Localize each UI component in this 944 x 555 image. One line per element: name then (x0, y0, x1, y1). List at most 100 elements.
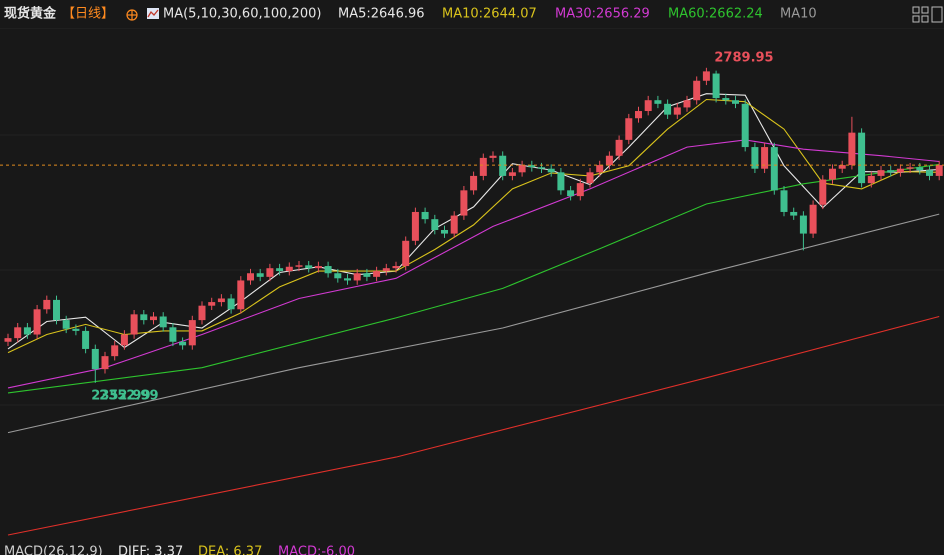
candle-body (188, 320, 196, 346)
candle-body (208, 302, 216, 306)
candle-body (43, 299, 51, 310)
candle-body (382, 268, 390, 272)
candle-body (518, 165, 526, 173)
candle-body (53, 299, 60, 321)
candle-body (266, 268, 274, 277)
candle-body (605, 155, 613, 166)
candle-body (538, 167, 545, 169)
settings-icon[interactable] (126, 9, 138, 21)
candle-body (809, 204, 817, 234)
candle-body (314, 266, 322, 269)
legend-entry: MA30:2656.29 (555, 7, 650, 22)
candle-body (858, 132, 866, 184)
low-label: 2352.99 (91, 388, 150, 403)
candle-body (470, 175, 478, 191)
candle-body (411, 211, 419, 241)
candle-body (702, 71, 710, 81)
candle-body (285, 266, 293, 272)
candle-body (120, 334, 128, 346)
candle-body (256, 273, 264, 277)
legend-entry: MA10 (780, 7, 817, 22)
candle-body (276, 268, 284, 272)
ma-title: MA(5,10,30,60,100,200) (163, 7, 321, 22)
candle-body (4, 338, 12, 342)
candle-body (644, 100, 652, 112)
candle-body (683, 100, 691, 108)
candle-body (848, 132, 856, 166)
candle-body (227, 298, 235, 310)
ma-line (7, 139, 940, 389)
candle-body (867, 175, 875, 184)
ma-line (7, 163, 940, 394)
candle-body (770, 147, 778, 191)
candle-body (130, 314, 138, 335)
candle-body (567, 190, 575, 197)
candle-body (179, 341, 187, 346)
candle-body (169, 327, 177, 342)
candle-body (896, 168, 904, 173)
macd-value: MACD:-6.00 (278, 545, 355, 555)
candle-body (761, 147, 769, 169)
candle-body (838, 165, 846, 169)
layout-icon[interactable] (912, 6, 943, 23)
candle-body (72, 328, 80, 331)
candle-body (916, 167, 924, 171)
candle-body (363, 273, 371, 277)
candle-body (460, 190, 468, 216)
candle-body (935, 165, 943, 176)
candle-body (479, 157, 487, 176)
candle-body (819, 179, 827, 205)
candle-body (33, 309, 41, 335)
legend-entry: MA60:2662.24 (668, 7, 763, 22)
candle-body (62, 320, 70, 329)
candle-body (596, 165, 604, 173)
candle-body (615, 139, 623, 156)
candle-body (547, 168, 555, 173)
candle-body (237, 280, 245, 310)
candle-body (159, 316, 167, 328)
period: 【日线】 (62, 7, 114, 22)
candle-body (625, 118, 633, 140)
candle-body (635, 111, 642, 119)
candle-body (576, 183, 584, 197)
candle-body (247, 273, 254, 281)
candle-body (586, 172, 594, 184)
candle-body (101, 356, 109, 370)
header: 现货黄金 【日线】 MA(5,10,30,60,100,200) MA5:264… (0, 0, 944, 28)
high-label: 2789.95 (714, 50, 773, 65)
candle-body (887, 170, 895, 173)
title: 现货黄金 (4, 6, 57, 22)
candle-body (431, 219, 439, 230)
candle-body (722, 98, 730, 101)
candle-body (673, 107, 681, 115)
candle-body (664, 103, 672, 115)
candle-body (14, 327, 22, 339)
candle-body (198, 305, 206, 321)
candle-body (741, 103, 749, 148)
candle-body (450, 215, 458, 234)
candle-body (489, 155, 497, 158)
candle-body (499, 155, 507, 176)
macd-diff: DIFF: 3.37 (118, 545, 183, 555)
macd-dea: DEA: 6.37 (198, 545, 262, 555)
candle-body (508, 172, 516, 176)
candle-body (732, 100, 739, 104)
candle-body (693, 80, 701, 101)
candle-body (402, 240, 410, 267)
ma-line (7, 213, 940, 434)
candle-body (150, 316, 157, 321)
candle-body (373, 271, 381, 277)
candle-body (140, 314, 148, 321)
candle-body (23, 327, 31, 335)
legend-entry: MA5:2646.96 (338, 7, 425, 22)
candle-body (751, 147, 759, 169)
candle-body (799, 215, 807, 234)
indicator-icon[interactable] (147, 8, 159, 19)
candle-body (712, 73, 720, 99)
candle-body (91, 348, 99, 370)
candle-body (82, 330, 90, 349)
candle-body (926, 170, 933, 176)
candle-body (528, 165, 536, 168)
